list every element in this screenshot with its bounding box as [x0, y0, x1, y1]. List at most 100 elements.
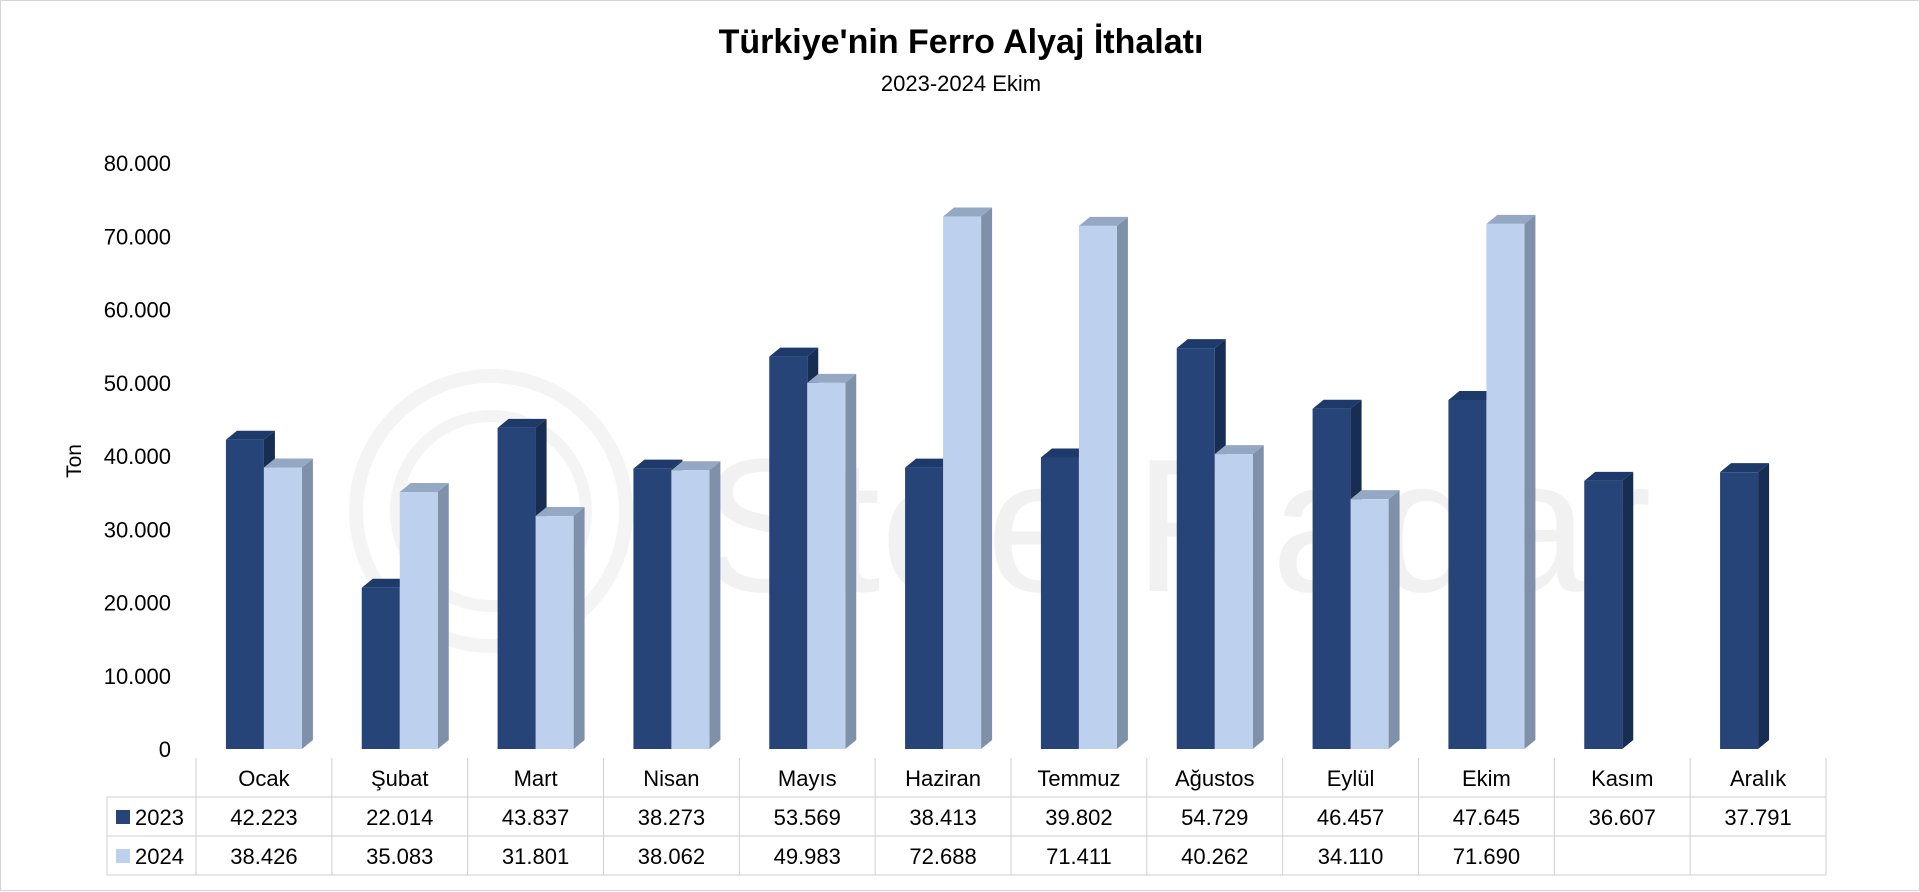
category-label: Ağustos: [1175, 766, 1255, 791]
data-label: 53.569: [774, 805, 841, 830]
bar-side: [301, 458, 313, 749]
bar-front: [943, 216, 982, 749]
legend-key-2023: [116, 810, 130, 824]
data-label: 42.223: [230, 805, 297, 830]
y-axis-label: Ton: [63, 444, 86, 478]
bar-2024-Mayıs: [807, 373, 857, 749]
category-label: Şubat: [371, 766, 429, 791]
data-label: 46.457: [1317, 805, 1384, 830]
y-tick-label: 30.000: [104, 517, 171, 542]
bars: [225, 207, 1770, 750]
legend-label-2024: 2024: [135, 844, 184, 869]
bar-top: [769, 347, 819, 357]
data-label: 38.273: [638, 805, 705, 830]
data-label: 71.690: [1453, 844, 1520, 869]
bar-front: [263, 467, 302, 749]
data-label: 37.791: [1724, 805, 1791, 830]
category-label: Mayıs: [778, 766, 837, 791]
y-tick-label: 40.000: [104, 444, 171, 469]
category-label: Aralık: [1730, 766, 1787, 791]
data-label: 40.262: [1181, 844, 1248, 869]
category-label: Haziran: [905, 766, 981, 791]
bar-front: [225, 439, 264, 749]
bar-side: [1116, 216, 1128, 749]
data-label: 35.083: [366, 844, 433, 869]
category-label: Temmuz: [1037, 766, 1120, 791]
bar-front: [807, 382, 846, 749]
bar-2024-Eylül: [1350, 490, 1400, 749]
bar-top: [671, 461, 721, 471]
bar-front: [1176, 348, 1215, 749]
y-tick-label: 0: [159, 737, 171, 762]
bar-top: [263, 458, 313, 468]
bar-2023-Kasım: [1584, 471, 1634, 749]
bar-top: [1176, 339, 1226, 349]
bar-top: [1078, 216, 1128, 226]
bar-front: [633, 468, 672, 749]
bar-front: [361, 587, 400, 749]
bar-front: [1040, 457, 1079, 749]
bar-top: [1040, 448, 1090, 458]
bar-top: [1214, 445, 1264, 455]
bar-top: [1312, 399, 1362, 409]
bar-front: [905, 467, 944, 749]
bar-top: [1448, 391, 1498, 401]
bar-top: [361, 578, 411, 588]
bar-2024-Nisan: [671, 461, 721, 749]
bar-front: [1584, 480, 1623, 749]
category-label: Eylül: [1327, 766, 1375, 791]
bar-top: [497, 418, 547, 428]
data-label: 31.801: [502, 844, 569, 869]
legend-key-2024: [116, 849, 130, 863]
bar-top: [1350, 490, 1400, 500]
bar-side: [1388, 490, 1400, 749]
data-label: 54.729: [1181, 805, 1248, 830]
bar-front: [497, 427, 536, 749]
data-label: 49.983: [774, 844, 841, 869]
bar-top: [633, 459, 683, 469]
bar-top: [1486, 214, 1536, 224]
y-axis-ticks: 0 10.000 20.000 30.000 40.000 50.000 60.000 70.…: [104, 151, 171, 762]
data-label: 38.413: [909, 805, 976, 830]
bar-side: [1622, 471, 1634, 749]
bar-2024-Haziran: [943, 207, 993, 749]
data-label: 36.607: [1589, 805, 1656, 830]
bar-side: [1524, 214, 1536, 750]
category-label: Ekim: [1462, 766, 1511, 791]
category-label: Mart: [514, 766, 558, 791]
bar-top: [535, 507, 585, 517]
bar-top: [943, 207, 993, 217]
y-tick-label: 80.000: [104, 151, 171, 176]
bar-2024-Ocak: [263, 458, 313, 749]
data-label: 39.802: [1045, 805, 1112, 830]
bar-2023-Aralık: [1720, 463, 1770, 749]
data-label: 38.426: [230, 844, 297, 869]
data-table: Ocak Şubat Mart Nisan Mayıs Haziran Temmuz Ağus…: [106, 758, 1827, 876]
data-label: 38.062: [638, 844, 705, 869]
chart-subtitle: 2023-2024 Ekim: [881, 71, 1041, 96]
bar-2024-Temmuz: [1078, 216, 1128, 749]
bar-front: [1350, 499, 1389, 749]
bar-top: [1584, 471, 1634, 481]
bar-side: [709, 461, 721, 749]
bar-2024-Ekim: [1486, 214, 1536, 750]
bar-front: [1214, 454, 1253, 749]
bar-front: [1720, 472, 1759, 749]
bar-top: [225, 430, 275, 440]
bar-front: [671, 470, 710, 749]
data-label: 43.837: [502, 805, 569, 830]
bar-side: [1758, 463, 1770, 749]
data-label: 72.688: [909, 844, 976, 869]
bar-top: [807, 373, 857, 383]
bar-side: [981, 207, 993, 749]
y-tick-label: 50.000: [104, 371, 171, 396]
category-label: Kasım: [1591, 766, 1653, 791]
category-label: Nisan: [643, 766, 699, 791]
bar-front: [1448, 400, 1487, 749]
bar-top: [905, 458, 955, 468]
chart-title: Türkiye'nin Ferro Alyaj İthalatı: [719, 23, 1204, 61]
bar-side: [845, 373, 857, 749]
y-tick-label: 10.000: [104, 664, 171, 689]
